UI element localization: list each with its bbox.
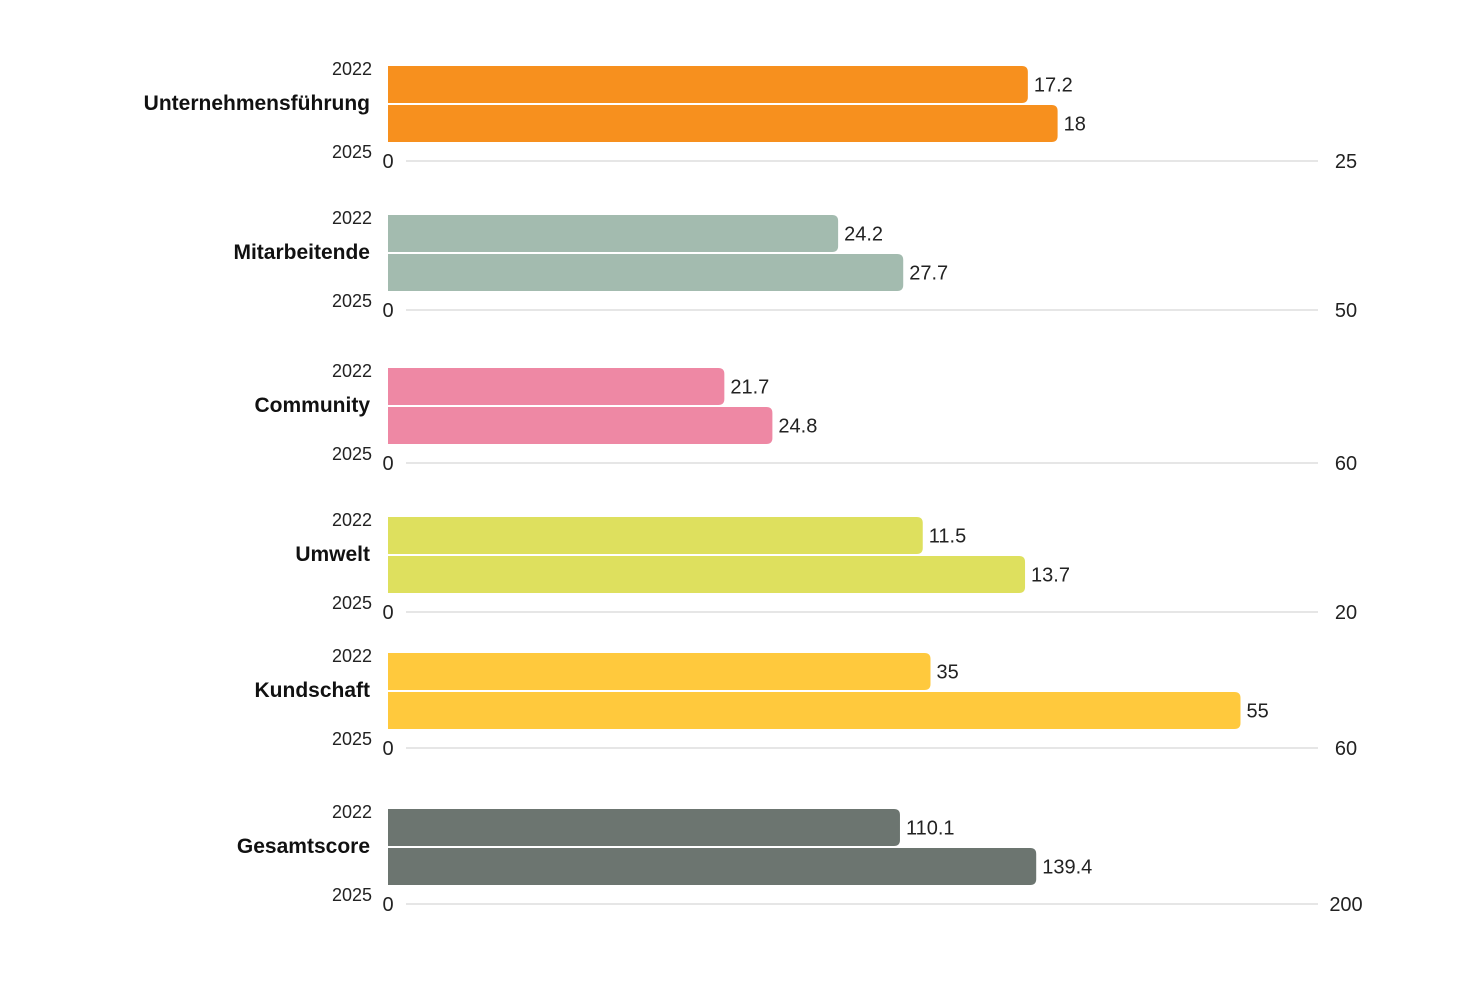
year-label-bottom-2: 2025	[332, 444, 372, 464]
year-label-bottom-4: 2025	[332, 729, 372, 749]
bar-1-1	[388, 254, 904, 291]
axis-tick-max-3: 20	[1335, 602, 1357, 624]
value-label-0-0: 17.2	[1034, 75, 1073, 97]
bar-1-0	[388, 215, 839, 252]
axis-tick-max-2: 60	[1335, 453, 1357, 475]
category-label-4: Kundschaft	[255, 679, 371, 702]
year-label-top-1: 2022	[332, 208, 372, 228]
value-label-4-0: 35	[937, 662, 959, 684]
category-label-0: Unternehmensführung	[144, 92, 370, 115]
bar-5-1	[388, 848, 1037, 885]
axis-tick-min-0: 0	[382, 151, 393, 173]
bar-2-0	[388, 368, 725, 405]
value-label-5-1: 139.4	[1042, 857, 1092, 879]
value-label-2-1: 24.8	[778, 416, 817, 438]
axis-tick-max-4: 60	[1335, 738, 1357, 760]
year-label-bottom-3: 2025	[332, 593, 372, 613]
year-label-top-2: 2022	[332, 361, 372, 381]
year-label-bottom-1: 2025	[332, 291, 372, 311]
axis-tick-max-5: 200	[1329, 894, 1362, 916]
axis-tick-max-1: 50	[1335, 300, 1357, 322]
value-label-2-0: 21.7	[730, 377, 769, 399]
bar-4-0	[388, 653, 931, 690]
year-label-bottom-5: 2025	[332, 885, 372, 905]
bar-3-1	[388, 556, 1026, 593]
bar-0-0	[388, 66, 1028, 103]
bar-0-1	[388, 105, 1058, 142]
year-label-top-0: 2022	[332, 59, 372, 79]
bar-4-1	[388, 692, 1241, 729]
axis-tick-min-4: 0	[382, 738, 393, 760]
year-label-top-4: 2022	[332, 646, 372, 666]
bar-2-1	[388, 407, 773, 444]
year-label-top-3: 2022	[332, 510, 372, 530]
category-label-1: Mitarbeitende	[233, 241, 370, 264]
axis-tick-min-2: 0	[382, 453, 393, 475]
bar-3-0	[388, 517, 923, 554]
value-label-5-0: 110.1	[906, 818, 955, 840]
value-label-1-0: 24.2	[844, 224, 883, 246]
axis-tick-min-5: 0	[382, 894, 393, 916]
year-label-top-5: 2022	[332, 802, 372, 822]
value-label-3-1: 13.7	[1031, 565, 1070, 587]
category-label-3: Umwelt	[295, 543, 370, 566]
value-label-4-1: 55	[1247, 701, 1269, 723]
axis-tick-max-0: 25	[1335, 151, 1357, 173]
bar-5-0	[388, 809, 900, 846]
value-label-0-1: 18	[1064, 114, 1086, 136]
value-label-3-0: 11.5	[929, 526, 966, 548]
axis-tick-min-3: 0	[382, 602, 393, 624]
axis-tick-min-1: 0	[382, 300, 393, 322]
category-label-2: Community	[255, 394, 371, 417]
value-label-1-1: 27.7	[909, 263, 948, 285]
category-label-5: Gesamtscore	[237, 835, 370, 858]
year-label-bottom-0: 2025	[332, 142, 372, 162]
